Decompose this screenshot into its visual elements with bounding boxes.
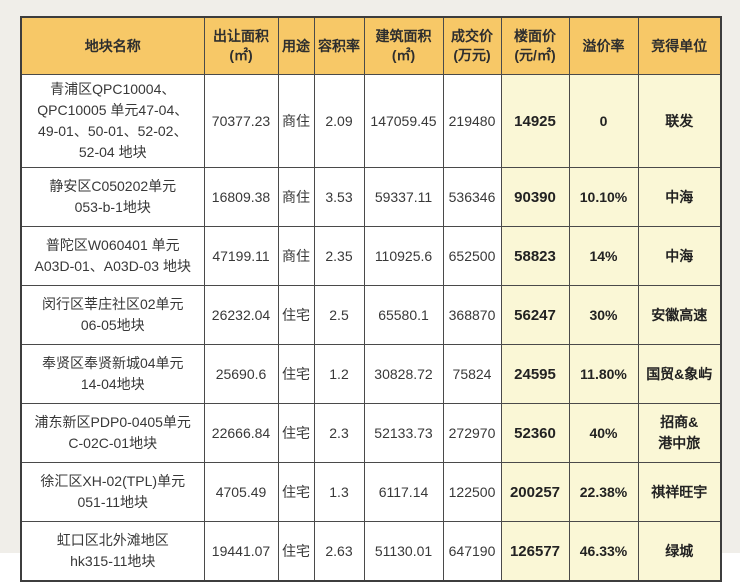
cell-plot-ratio: 2.63 xyxy=(313,521,365,582)
cell-building-area: 110925.6 xyxy=(363,226,444,286)
cell-land-use: 住宅 xyxy=(277,344,315,404)
cell-building-area: 147059.45 xyxy=(363,74,444,168)
cell-winning-bidder: 国贸&象屿 xyxy=(637,344,722,404)
cell-parcel-name: 浦东新区PDP0-0405单元 C-02C-01地块 xyxy=(20,403,205,463)
header-transfer-area: 出让面积 (㎡) xyxy=(203,16,279,75)
header-building-area: 建筑面积 (㎡) xyxy=(363,16,444,75)
table-row: 浦东新区PDP0-0405单元 C-02C-01地块 22666.84 住宅 2… xyxy=(20,403,722,463)
cell-transfer-area: 25690.6 xyxy=(203,344,279,404)
cell-parcel-name: 徐汇区XH-02(TPL)单元 051-11地块 xyxy=(20,462,205,522)
cell-parcel-name: 奉贤区奉贤新城04单元 14-04地块 xyxy=(20,344,205,404)
cell-transfer-area: 19441.07 xyxy=(203,521,279,582)
cell-premium-rate: 40% xyxy=(568,403,639,463)
header-deal-price: 成交价 (万元) xyxy=(442,16,502,75)
cell-premium-rate: 0 xyxy=(568,74,639,168)
header-premium-rate: 溢价率 xyxy=(568,16,639,75)
cell-land-use: 商住 xyxy=(277,74,315,168)
cell-floor-price: 90390 xyxy=(500,167,570,227)
cell-winning-bidder: 招商& 港中旅 xyxy=(637,403,722,463)
cell-land-use: 住宅 xyxy=(277,462,315,522)
cell-premium-rate: 30% xyxy=(568,285,639,345)
cell-transfer-area: 16809.38 xyxy=(203,167,279,227)
table-row: 徐汇区XH-02(TPL)单元 051-11地块 4705.49 住宅 1.3 … xyxy=(20,462,722,522)
table-header-row: 地块名称 出让面积 (㎡) 用途 容积率 建筑面积 (㎡) 成交价 (万元) 楼… xyxy=(20,16,722,75)
cell-floor-price: 200257 xyxy=(500,462,570,522)
cell-transfer-area: 70377.23 xyxy=(203,74,279,168)
cell-transfer-area: 22666.84 xyxy=(203,403,279,463)
table-row: 青浦区QPC10004、 QPC10005 单元47-04、 49-01、50-… xyxy=(20,74,722,168)
cell-building-area: 59337.11 xyxy=(363,167,444,227)
header-land-use: 用途 xyxy=(277,16,315,75)
cell-floor-price: 126577 xyxy=(500,521,570,582)
cell-deal-price: 536346 xyxy=(442,167,502,227)
cell-parcel-name: 普陀区W060401 单元 A03D-01、A03D-03 地块 xyxy=(20,226,205,286)
cell-plot-ratio: 2.35 xyxy=(313,226,365,286)
cell-plot-ratio: 2.5 xyxy=(313,285,365,345)
table-row: 奉贤区奉贤新城04单元 14-04地块 25690.6 住宅 1.2 30828… xyxy=(20,344,722,404)
cell-floor-price: 58823 xyxy=(500,226,570,286)
cell-winning-bidder: 绿城 xyxy=(637,521,722,582)
cell-plot-ratio: 2.3 xyxy=(313,403,365,463)
cell-building-area: 51130.01 xyxy=(363,521,444,582)
cell-winning-bidder: 联发 xyxy=(637,74,722,168)
cell-premium-rate: 11.80% xyxy=(568,344,639,404)
cell-building-area: 52133.73 xyxy=(363,403,444,463)
cell-winning-bidder: 祺祥旺宇 xyxy=(637,462,722,522)
cell-floor-price: 56247 xyxy=(500,285,570,345)
table-row: 静安区C050202单元 053-b-1地块 16809.38 商住 3.53 … xyxy=(20,167,722,227)
cell-transfer-area: 26232.04 xyxy=(203,285,279,345)
cell-land-use: 商住 xyxy=(277,226,315,286)
cell-plot-ratio: 1.2 xyxy=(313,344,365,404)
header-parcel-name: 地块名称 xyxy=(20,16,205,75)
cell-premium-rate: 22.38% xyxy=(568,462,639,522)
cell-premium-rate: 46.33% xyxy=(568,521,639,582)
cell-building-area: 65580.1 xyxy=(363,285,444,345)
header-floor-price: 楼面价 (元/㎡) xyxy=(500,16,570,75)
cell-parcel-name: 虹口区北外滩地区 hk315-11地块 xyxy=(20,521,205,582)
cell-land-use: 住宅 xyxy=(277,521,315,582)
cell-floor-price: 24595 xyxy=(500,344,570,404)
cell-deal-price: 122500 xyxy=(442,462,502,522)
cell-winning-bidder: 中海 xyxy=(637,226,722,286)
cell-deal-price: 647190 xyxy=(442,521,502,582)
header-winning-bidder: 竞得单位 xyxy=(637,16,722,75)
cell-floor-price: 14925 xyxy=(500,74,570,168)
header-plot-ratio: 容积率 xyxy=(313,16,365,75)
cell-deal-price: 652500 xyxy=(442,226,502,286)
cell-deal-price: 272970 xyxy=(442,403,502,463)
cell-land-use: 商住 xyxy=(277,167,315,227)
table-row: 普陀区W060401 单元 A03D-01、A03D-03 地块 47199.1… xyxy=(20,226,722,286)
cell-premium-rate: 10.10% xyxy=(568,167,639,227)
land-parcel-table: 地块名称 出让面积 (㎡) 用途 容积率 建筑面积 (㎡) 成交价 (万元) 楼… xyxy=(20,16,722,582)
cell-transfer-area: 4705.49 xyxy=(203,462,279,522)
table-row: 闵行区莘庄社区02单元 06-05地块 26232.04 住宅 2.5 6558… xyxy=(20,285,722,345)
cell-deal-price: 219480 xyxy=(442,74,502,168)
cell-building-area: 6117.14 xyxy=(363,462,444,522)
cell-plot-ratio: 2.09 xyxy=(313,74,365,168)
cell-premium-rate: 14% xyxy=(568,226,639,286)
cell-plot-ratio: 1.3 xyxy=(313,462,365,522)
cell-land-use: 住宅 xyxy=(277,285,315,345)
table-row: 虹口区北外滩地区 hk315-11地块 19441.07 住宅 2.63 511… xyxy=(20,521,722,582)
cell-land-use: 住宅 xyxy=(277,403,315,463)
cell-transfer-area: 47199.11 xyxy=(203,226,279,286)
cell-deal-price: 75824 xyxy=(442,344,502,404)
cell-deal-price: 368870 xyxy=(442,285,502,345)
cell-winning-bidder: 中海 xyxy=(637,167,722,227)
cell-parcel-name: 静安区C050202单元 053-b-1地块 xyxy=(20,167,205,227)
cell-parcel-name: 青浦区QPC10004、 QPC10005 单元47-04、 49-01、50-… xyxy=(20,74,205,168)
cell-plot-ratio: 3.53 xyxy=(313,167,365,227)
cell-parcel-name: 闵行区莘庄社区02单元 06-05地块 xyxy=(20,285,205,345)
cell-floor-price: 52360 xyxy=(500,403,570,463)
cell-building-area: 30828.72 xyxy=(363,344,444,404)
cell-winning-bidder: 安徽高速 xyxy=(637,285,722,345)
